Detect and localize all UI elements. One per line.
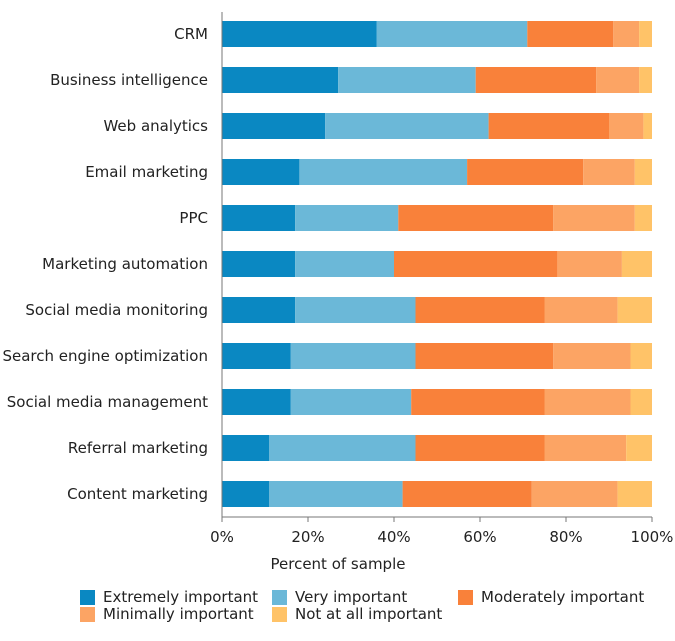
bar-crm-extremely-important [222,21,377,47]
bar-social-media-monitoring-moderately-important [415,297,545,323]
bar-social-media-management-extremely-important [222,389,291,415]
category-label-marketing-automation: Marketing automation [42,255,208,273]
bar-email-marketing-not-at-all-important [634,159,652,185]
legend-label-moderately-important: Moderately important [481,588,644,606]
category-label-search-engine-optimization: Search engine optimization [2,347,208,365]
x-tick-label: 40% [377,528,410,546]
bar-marketing-automation-moderately-important [394,251,558,277]
category-label-web-analytics: Web analytics [103,117,208,135]
x-axis-title: Percent of sample [271,555,406,573]
legend-swatch-minimally-important [80,607,95,622]
x-tick-label: 80% [549,528,582,546]
category-label-crm: CRM [174,25,208,43]
bar-content-marketing-not-at-all-important [617,481,652,507]
legend-swatch-extremely-important [80,590,95,605]
bar-web-analytics-very-important [325,113,489,139]
bar-search-engine-optimization-extremely-important [222,343,291,369]
bar-ppc-moderately-important [398,205,554,231]
bar-referral-marketing-moderately-important [415,435,545,461]
bar-social-media-management-not-at-all-important [630,389,652,415]
bar-web-analytics-minimally-important [609,113,644,139]
bar-crm-not-at-all-important [639,21,652,47]
bar-search-engine-optimization-not-at-all-important [630,343,652,369]
legend-label-very-important: Very important [295,588,407,606]
bar-marketing-automation-not-at-all-important [621,251,652,277]
category-label-content-marketing: Content marketing [67,485,208,503]
bar-business-intelligence-not-at-all-important [639,67,652,93]
bar-crm-very-important [376,21,528,47]
bar-social-media-management-moderately-important [411,389,545,415]
bar-crm-moderately-important [527,21,614,47]
bar-referral-marketing-not-at-all-important [626,435,652,461]
bar-web-analytics-not-at-all-important [643,113,652,139]
legend-label-extremely-important: Extremely important [103,588,258,606]
legend-label-minimally-important: Minimally important [103,605,254,623]
bar-marketing-automation-very-important [295,251,394,277]
bar-email-marketing-moderately-important [467,159,584,185]
bar-social-media-monitoring-minimally-important [544,297,618,323]
bar-business-intelligence-moderately-important [475,67,597,93]
category-label-referral-marketing: Referral marketing [68,439,208,457]
legend-label-not-at-all-important: Not at all important [295,605,442,623]
x-tick-label: 0% [210,528,234,546]
bar-search-engine-optimization-minimally-important [553,343,631,369]
category-label-social-media-management: Social media management [7,393,208,411]
bar-content-marketing-minimally-important [531,481,618,507]
bar-content-marketing-extremely-important [222,481,270,507]
bar-web-analytics-extremely-important [222,113,326,139]
x-tick-label: 100% [631,528,674,546]
bar-ppc-very-important [295,205,399,231]
category-label-social-media-monitoring: Social media monitoring [25,301,208,319]
bar-social-media-management-very-important [290,389,412,415]
bar-email-marketing-very-important [299,159,468,185]
bar-ppc-extremely-important [222,205,296,231]
category-label-business-intelligence: Business intelligence [50,71,208,89]
bar-marketing-automation-extremely-important [222,251,296,277]
bar-referral-marketing-very-important [269,435,416,461]
bar-business-intelligence-extremely-important [222,67,339,93]
bar-referral-marketing-extremely-important [222,435,270,461]
bar-search-engine-optimization-very-important [290,343,416,369]
bar-social-media-monitoring-very-important [295,297,416,323]
bar-referral-marketing-minimally-important [544,435,627,461]
category-label-email-marketing: Email marketing [85,163,208,181]
bar-ppc-not-at-all-important [634,205,652,231]
bar-web-analytics-moderately-important [488,113,609,139]
bar-email-marketing-minimally-important [583,159,635,185]
x-tick-label: 60% [463,528,496,546]
bar-content-marketing-very-important [269,481,403,507]
bar-social-media-monitoring-extremely-important [222,297,296,323]
bar-content-marketing-moderately-important [402,481,532,507]
legend-swatch-moderately-important [458,590,473,605]
bar-social-media-management-minimally-important [544,389,631,415]
bar-social-media-monitoring-not-at-all-important [617,297,652,323]
bar-business-intelligence-very-important [338,67,476,93]
bar-marketing-automation-minimally-important [557,251,622,277]
x-tick-label: 20% [291,528,324,546]
bar-crm-minimally-important [613,21,640,47]
category-label-ppc: PPC [179,209,208,227]
legend-swatch-not-at-all-important [272,607,287,622]
bar-email-marketing-extremely-important [222,159,300,185]
bar-search-engine-optimization-moderately-important [415,343,554,369]
legend-swatch-very-important [272,590,287,605]
bar-ppc-minimally-important [553,205,635,231]
bar-business-intelligence-minimally-important [596,67,640,93]
